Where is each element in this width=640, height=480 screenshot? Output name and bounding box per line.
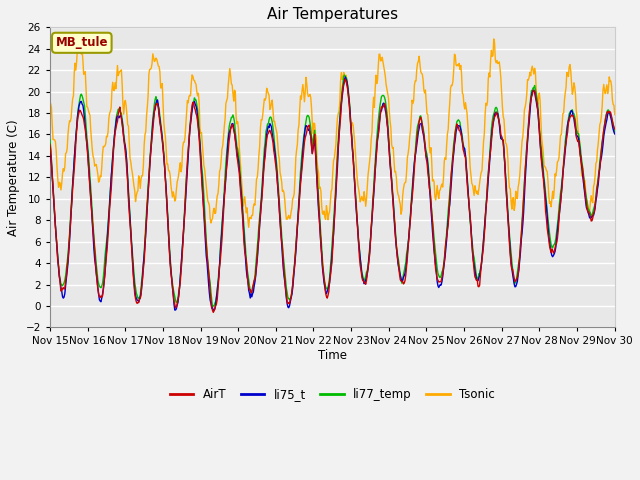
li75_t	[46, 148, 54, 154]
li75_t	[419, 130, 427, 136]
Line: li75_t: li75_t	[50, 77, 615, 311]
AirT	[342, 76, 349, 82]
Tsonic	[172, 196, 179, 202]
Tsonic	[419, 71, 426, 77]
li77_temp	[115, 106, 122, 112]
li75_t	[342, 74, 349, 80]
AirT	[46, 142, 54, 147]
Line: AirT: AirT	[50, 79, 615, 312]
li77_temp	[419, 125, 427, 131]
li77_temp	[403, 251, 410, 257]
AirT	[56, 280, 64, 286]
li75_t	[611, 131, 619, 137]
li77_temp	[340, 72, 348, 78]
Title: Air Temperatures: Air Temperatures	[267, 7, 398, 22]
li77_temp	[611, 129, 619, 135]
Tsonic	[490, 36, 498, 42]
AirT	[172, 305, 179, 311]
AirT	[202, 231, 209, 237]
li75_t	[209, 308, 217, 313]
Y-axis label: Air Temperature (C): Air Temperature (C)	[7, 119, 20, 236]
Legend: AirT, li75_t, li77_temp, Tsonic: AirT, li75_t, li77_temp, Tsonic	[165, 383, 500, 406]
Tsonic	[46, 101, 54, 107]
Tsonic	[115, 73, 122, 79]
li77_temp	[202, 223, 209, 229]
li77_temp	[209, 303, 216, 309]
li75_t	[172, 307, 179, 313]
AirT	[611, 126, 619, 132]
Tsonic	[56, 180, 64, 186]
AirT	[115, 111, 122, 117]
AirT	[403, 264, 410, 270]
li77_temp	[56, 276, 64, 282]
li75_t	[56, 278, 64, 284]
li75_t	[202, 239, 209, 245]
li77_temp	[46, 137, 54, 143]
Tsonic	[202, 175, 209, 180]
Line: li77_temp: li77_temp	[50, 75, 615, 306]
li77_temp	[172, 298, 179, 303]
li75_t	[403, 260, 410, 265]
Text: MB_tule: MB_tule	[56, 36, 108, 49]
Tsonic	[402, 179, 410, 185]
X-axis label: Time: Time	[318, 349, 347, 362]
AirT	[419, 128, 427, 134]
AirT	[209, 310, 217, 315]
Line: Tsonic: Tsonic	[50, 39, 615, 227]
Tsonic	[245, 224, 253, 230]
li75_t	[115, 114, 122, 120]
Tsonic	[611, 112, 619, 118]
